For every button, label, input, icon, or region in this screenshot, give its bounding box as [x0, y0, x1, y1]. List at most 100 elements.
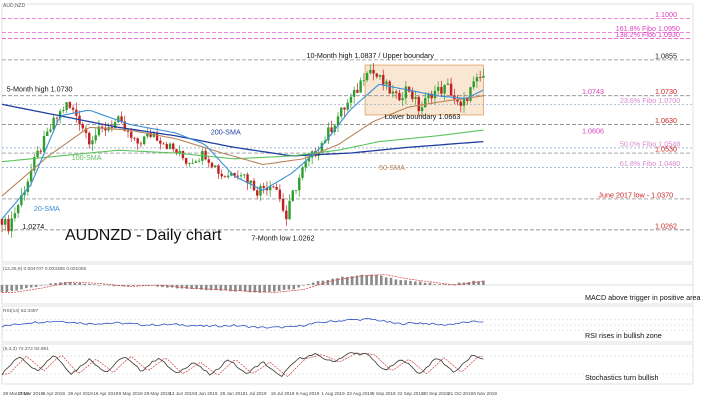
candle-body — [68, 102, 72, 108]
candle-body — [243, 174, 246, 176]
candle-body — [469, 87, 472, 101]
candle-body — [33, 157, 36, 171]
macd-bar — [418, 281, 422, 285]
candle-body — [210, 162, 214, 168]
macd-bar — [316, 280, 320, 285]
candle-body — [398, 92, 401, 101]
macd-bar — [370, 274, 373, 285]
stoch-signal-line — [2, 352, 484, 377]
macd-bar — [166, 285, 169, 288]
macd-bar — [277, 285, 281, 291]
candle-body — [130, 131, 133, 138]
candle-body — [388, 81, 391, 94]
candle-body — [52, 117, 55, 130]
candle-body — [304, 161, 307, 168]
date-tick-label: 9 May 2019 — [119, 391, 143, 396]
level-label: 1.0530 — [655, 145, 677, 154]
candle-body — [58, 111, 62, 119]
candle-body — [191, 162, 194, 164]
candle-body — [100, 126, 104, 128]
candle-body — [239, 175, 243, 177]
macd-bar — [282, 285, 286, 290]
candle-body — [172, 143, 175, 150]
macd-bar — [360, 274, 364, 285]
macd-bar — [78, 283, 82, 285]
macd-bar — [292, 285, 296, 290]
macd-bar — [482, 280, 485, 285]
macd-bar — [273, 285, 276, 292]
candle-body — [411, 91, 414, 100]
indicator-header: (12,26,9) 0.004707 0.003386 0.001055 — [3, 266, 87, 272]
candle-body — [268, 186, 272, 191]
macd-bar — [204, 285, 208, 291]
macd-bar — [365, 275, 368, 285]
candle-body — [197, 160, 201, 162]
candle-body — [340, 107, 343, 117]
macd-bar — [307, 284, 310, 285]
macd-bar — [49, 283, 52, 285]
candle-body — [482, 75, 485, 78]
macd-bar — [112, 285, 116, 287]
macd-bar — [224, 285, 227, 291]
indicator-header: RSI(14) 62.3497 — [3, 308, 39, 314]
macd-bar — [311, 282, 315, 285]
date-tick-label: 28 May 2019 — [144, 391, 171, 396]
candle-body — [84, 128, 88, 133]
candle-body — [178, 150, 181, 154]
macd-bar — [54, 282, 57, 285]
annotation-text: 1.0274 — [22, 222, 44, 231]
candle-body — [456, 99, 459, 102]
macd-bar — [350, 276, 354, 285]
candle-body — [65, 102, 68, 110]
macd-bar — [414, 281, 417, 285]
candle-body — [204, 150, 207, 160]
macd-bar — [448, 284, 451, 286]
candle-body — [349, 96, 353, 103]
candle-body — [459, 101, 462, 106]
candle-body — [46, 131, 49, 137]
level-label: 50.0% Fibo 1.0548 — [620, 139, 680, 148]
indicator-frame — [1, 343, 694, 385]
candle-body — [49, 129, 52, 132]
macd-bar — [44, 284, 48, 286]
candle-body — [181, 150, 185, 159]
candle-body — [291, 190, 294, 201]
macd-bar — [175, 285, 179, 289]
candle-body — [478, 77, 482, 78]
candle-body — [265, 187, 269, 191]
macd-bar — [297, 285, 300, 288]
date-tick-label: 30 Sep 2019 — [423, 391, 450, 396]
macd-bar — [5, 285, 9, 293]
candle-body — [427, 93, 430, 99]
macd-bar — [127, 285, 130, 287]
macd-bar — [73, 283, 77, 285]
macd-signal-line — [2, 274, 484, 293]
stochastics-panel: (5,3,3) 72.272 82.881 Stochastics turn bu… — [1, 343, 694, 385]
candle-body — [7, 218, 10, 232]
candle-body — [4, 218, 7, 225]
candle-body — [394, 91, 398, 93]
candle-body — [275, 186, 278, 190]
level-label: June 2017 low - 1.0370 — [598, 190, 673, 199]
macd-bar — [423, 282, 427, 285]
panel-header: AUD,NZD — [3, 3, 26, 9]
candle-body — [365, 73, 369, 81]
level-label: 161.8% Fibo 1.0950 — [616, 24, 680, 33]
ma-label: 1.0743 — [582, 87, 604, 96]
macd-bar — [394, 279, 398, 285]
macd-bar — [467, 282, 471, 285]
macd-bar — [68, 282, 72, 285]
candle-body — [385, 81, 388, 85]
candle-body — [272, 186, 275, 188]
candle-body — [475, 77, 479, 82]
macd-bar — [59, 282, 62, 285]
macd-bar — [20, 285, 23, 290]
macd-bar — [263, 285, 266, 293]
macd-bar — [180, 285, 184, 289]
macd-bar — [229, 285, 232, 292]
macd-bar — [141, 285, 145, 286]
candle-body — [26, 181, 30, 192]
macd-bar — [375, 274, 378, 285]
